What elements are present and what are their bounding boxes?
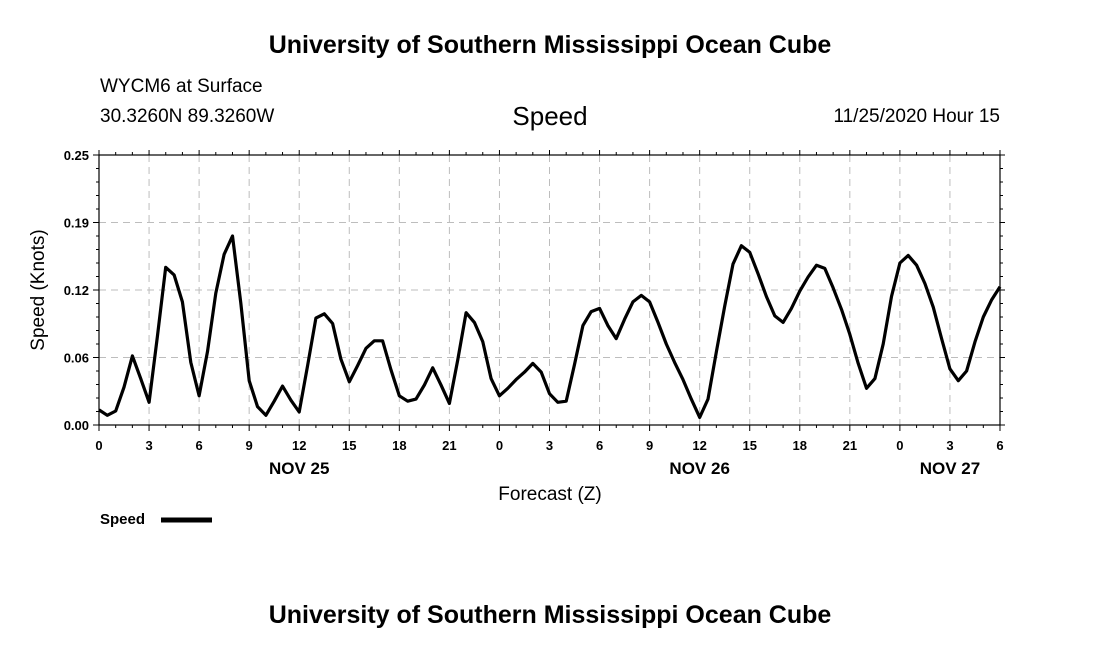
x-tick-label: 0 [95,438,102,453]
axis-labels: 0 3 6 9 12 15 18 21 0 3 6 9 12 15 18 21 0 3 6 NOV 25 NOV 26 N… [64,148,1004,478]
x-tick-label: 9 [246,438,253,453]
chart-title: Speed [512,101,588,131]
grid-lines [99,155,1000,425]
y-tick-label: 0.12 [64,283,89,298]
day-label: NOV 26 [669,459,729,478]
x-tick-label: 12 [692,438,706,453]
day-label: NOV 25 [269,459,329,478]
x-tick-label: 3 [946,438,953,453]
x-axis-title: Forecast (Z) [498,484,601,505]
station-label: WYCM6 at Surface [100,76,263,97]
x-tick-label: 0 [896,438,903,453]
y-tick-label: 0.00 [64,418,89,433]
timestamp-label: 11/25/2020 Hour 15 [833,106,1000,127]
day-label: NOV 27 [920,459,980,478]
legend-label: Speed [100,511,145,528]
x-tick-label: 6 [195,438,202,453]
legend: Speed [100,511,212,528]
x-tick-label: 21 [442,438,456,453]
y-tick-label: 0.06 [64,351,89,366]
x-tick-label: 15 [342,438,356,453]
x-tick-label: 6 [996,438,1003,453]
x-tick-label: 15 [742,438,756,453]
x-tick-label: 0 [496,438,503,453]
coordinates-label: 30.3260N 89.3260W [100,106,275,127]
x-tick-label: 9 [646,438,653,453]
x-tick-label: 12 [292,438,306,453]
footer-title: University of Southern Mississippi Ocean… [268,601,832,629]
x-tick-label: 18 [793,438,807,453]
x-tick-label: 3 [546,438,553,453]
speed-series-line [98,234,1002,419]
x-tick-label: 18 [392,438,406,453]
x-tick-label: 6 [596,438,603,453]
y-tick-label: 0.19 [64,216,89,231]
axis-ticks [93,150,1005,431]
x-tick-label: 21 [843,438,857,453]
x-tick-label: 3 [145,438,152,453]
page-title: University of Southern Mississippi Ocean… [268,31,832,59]
y-axis-title: Speed (Knots) [28,229,49,350]
y-tick-label: 0.25 [64,148,89,163]
